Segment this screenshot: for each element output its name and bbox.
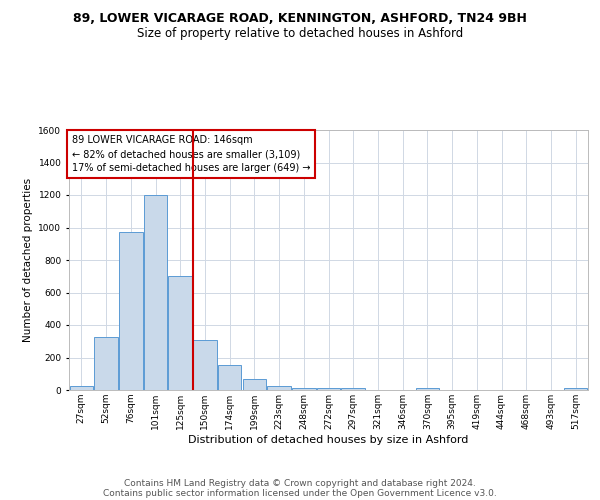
Bar — [317, 388, 340, 390]
Y-axis label: Number of detached properties: Number of detached properties — [23, 178, 33, 342]
Bar — [94, 337, 118, 390]
Text: 89, LOWER VICARAGE ROAD, KENNINGTON, ASHFORD, TN24 9BH: 89, LOWER VICARAGE ROAD, KENNINGTON, ASH… — [73, 12, 527, 26]
Text: Contains public sector information licensed under the Open Government Licence v3: Contains public sector information licen… — [103, 488, 497, 498]
Text: Contains HM Land Registry data © Crown copyright and database right 2024.: Contains HM Land Registry data © Crown c… — [124, 478, 476, 488]
X-axis label: Distribution of detached houses by size in Ashford: Distribution of detached houses by size … — [188, 434, 469, 444]
Bar — [242, 380, 266, 390]
Text: 89 LOWER VICARAGE ROAD: 146sqm
← 82% of detached houses are smaller (3,109)
17% : 89 LOWER VICARAGE ROAD: 146sqm ← 82% of … — [71, 135, 310, 173]
Bar — [564, 388, 587, 390]
Bar — [218, 365, 241, 390]
Bar — [416, 388, 439, 390]
Bar — [193, 340, 217, 390]
Bar — [144, 195, 167, 390]
Text: Size of property relative to detached houses in Ashford: Size of property relative to detached ho… — [137, 28, 463, 40]
Bar — [292, 388, 316, 390]
Bar — [268, 386, 291, 390]
Bar — [169, 276, 192, 390]
Bar — [70, 386, 93, 390]
Bar — [119, 232, 143, 390]
Bar — [341, 388, 365, 390]
